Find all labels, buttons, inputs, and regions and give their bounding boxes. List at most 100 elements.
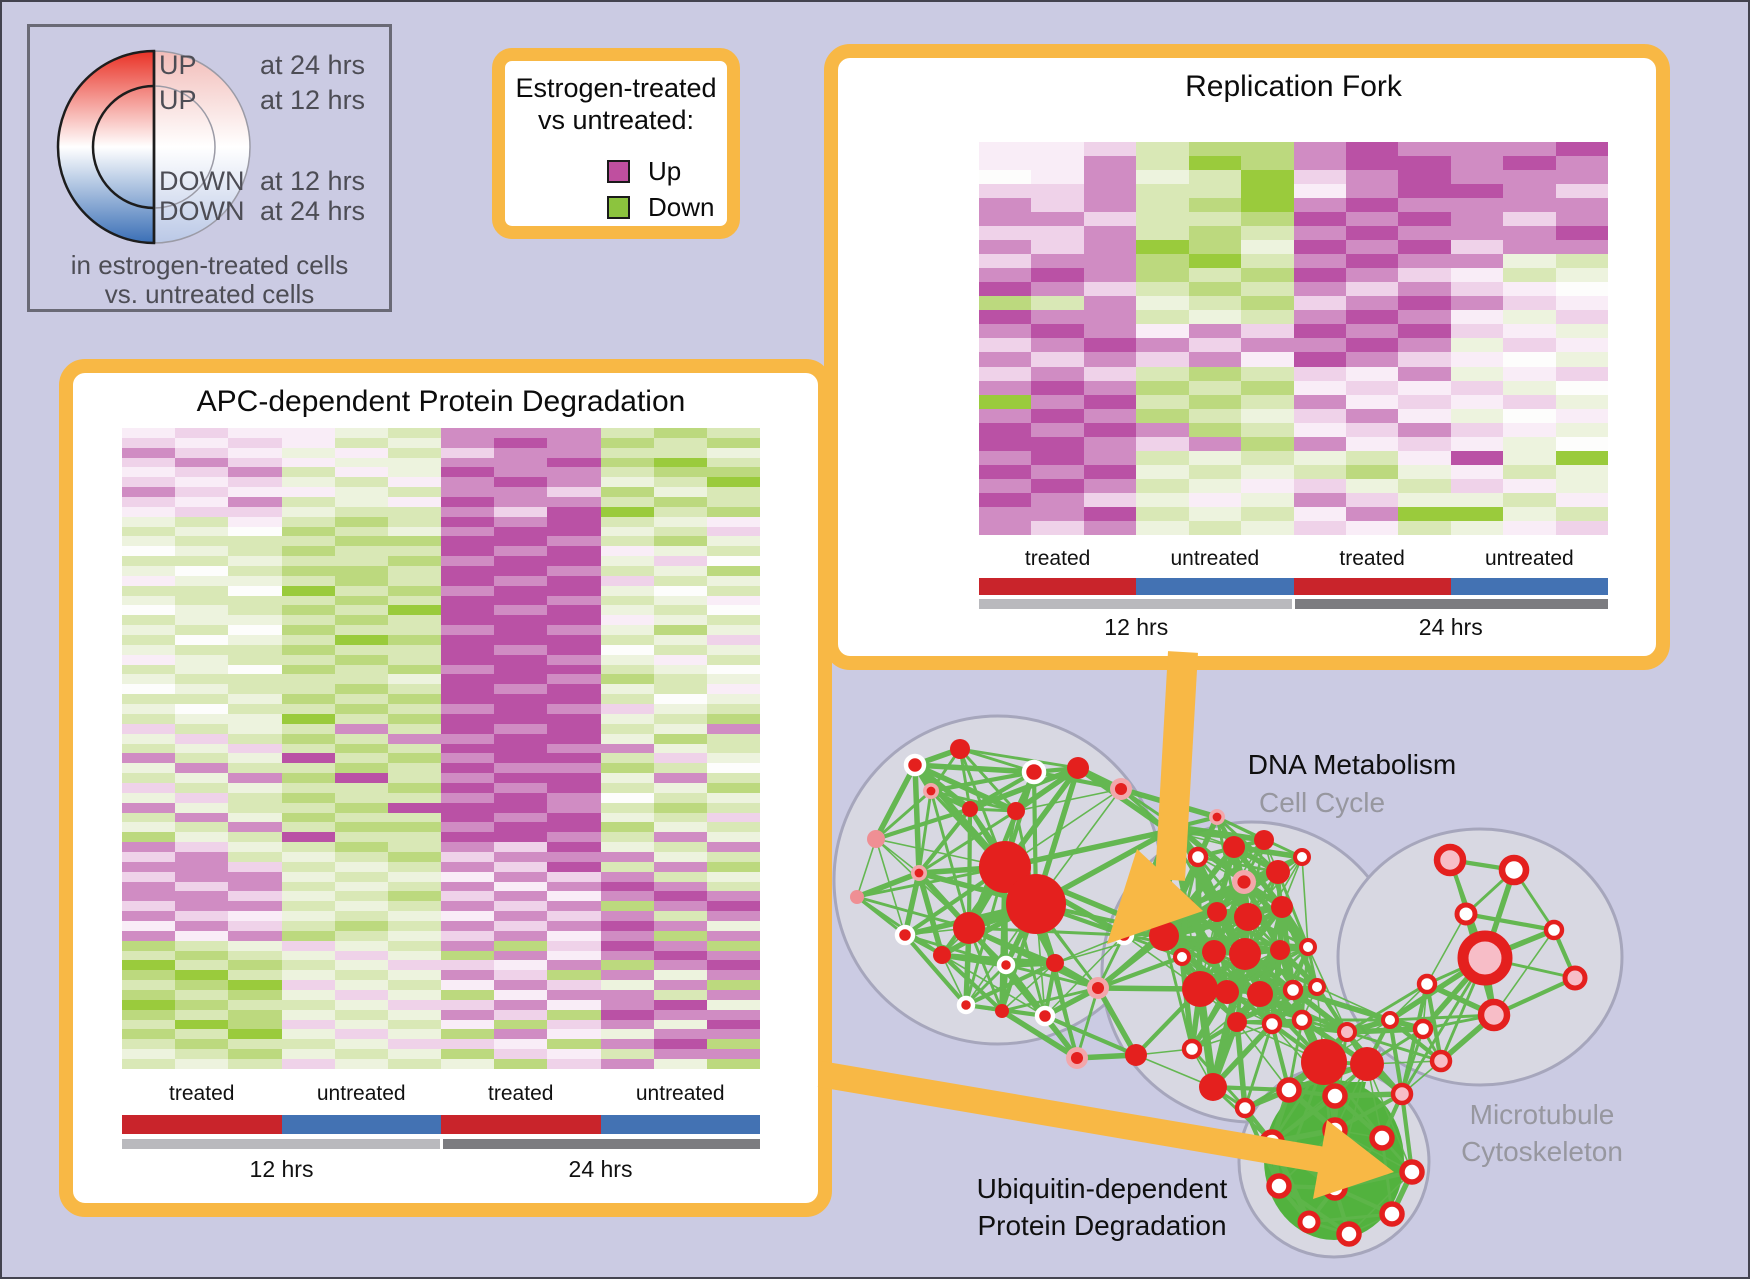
gene-node bbox=[1477, 998, 1511, 1032]
gene-node bbox=[1297, 1210, 1321, 1234]
gene-node bbox=[1399, 1159, 1425, 1185]
gene-node bbox=[1261, 1013, 1283, 1035]
treated-bar bbox=[1293, 578, 1451, 595]
legend-item-down: Down bbox=[607, 192, 714, 223]
gene-node bbox=[950, 739, 970, 759]
mt-label-line1: Microtubule bbox=[1470, 1099, 1615, 1130]
gene-node bbox=[1266, 1173, 1292, 1199]
untreated-bar bbox=[1136, 578, 1294, 595]
cc-label-line1: Cell Cycle bbox=[1259, 787, 1385, 818]
gene-node bbox=[1247, 981, 1273, 1007]
gene-node bbox=[1110, 778, 1132, 800]
treated-bar bbox=[441, 1115, 601, 1134]
gene-node bbox=[1433, 843, 1467, 877]
gene-node bbox=[1177, 898, 1195, 916]
gene-node bbox=[1454, 902, 1478, 926]
gene-node bbox=[1227, 1012, 1247, 1032]
group-label-treated-0: treated bbox=[169, 1082, 235, 1105]
gene-node bbox=[1181, 1038, 1203, 1060]
group-label-untreated-3: untreated bbox=[1485, 547, 1574, 570]
untreated-bar bbox=[1450, 578, 1608, 595]
rf-group-labels: treated untreated treated untreated bbox=[979, 547, 1608, 573]
gene-node bbox=[1270, 940, 1290, 960]
mt-label-line2: Cytoskeleton bbox=[1461, 1136, 1623, 1167]
gene-node bbox=[1390, 1082, 1414, 1106]
ubiquitin-edge-blob bbox=[1264, 1080, 1404, 1240]
gene-node bbox=[1416, 973, 1438, 995]
bar-24hrs bbox=[1295, 599, 1608, 609]
gene-node bbox=[995, 1004, 1009, 1018]
gene-node bbox=[933, 946, 951, 964]
rf-to-dna-arrowhead bbox=[1107, 849, 1203, 944]
apc-to-ubi-arrow-shaft bbox=[817, 1061, 1327, 1173]
rf-time-bars bbox=[979, 599, 1608, 609]
apc-heatmap bbox=[122, 428, 761, 1069]
cluster-labels: DNA Metabolism Cell Cycle Microtubule Cytos… bbox=[977, 749, 1623, 1241]
gene-node bbox=[911, 865, 927, 881]
legend-item-up: Up bbox=[607, 156, 681, 187]
gene-node bbox=[1337, 1022, 1357, 1042]
gene-node bbox=[1322, 1175, 1348, 1201]
group-label-treated-2: treated bbox=[488, 1082, 554, 1105]
gene-node bbox=[1336, 1221, 1362, 1247]
gene-node bbox=[1114, 782, 1128, 796]
apc-panel: APC-dependent Protein Degradation treate… bbox=[59, 359, 832, 1217]
gene-node bbox=[1034, 1005, 1056, 1027]
gene-node bbox=[1007, 802, 1025, 820]
replication-fork-panel: Replication Fork treated untreated treated… bbox=[824, 44, 1670, 670]
treated-bar bbox=[979, 578, 1137, 595]
gene-node bbox=[956, 995, 976, 1015]
gene-node bbox=[979, 841, 1031, 893]
bar-24hrs bbox=[442, 1139, 760, 1149]
dna-label-line1: DNA Metabolism bbox=[1248, 749, 1457, 780]
apc-to-ubi-arrowhead bbox=[1313, 1120, 1394, 1199]
gene-node bbox=[996, 955, 1016, 975]
up-24-time: at 24 hrs bbox=[260, 50, 366, 80]
rf-condition-bars bbox=[979, 578, 1608, 595]
up-24-dir: UP bbox=[159, 50, 197, 80]
rf-title: Replication Fork bbox=[1185, 70, 1402, 103]
gene-node bbox=[1234, 903, 1262, 931]
down-24-time: at 24 hrs bbox=[260, 196, 366, 226]
apc-group-labels: treated untreated treated untreated bbox=[122, 1082, 760, 1110]
group-label-untreated-1: untreated bbox=[316, 1082, 406, 1105]
up-swatch bbox=[607, 160, 630, 183]
estrogen-legend-title-2: vs untreated: bbox=[537, 105, 695, 135]
gene-node bbox=[1276, 1077, 1302, 1103]
cluster-dna bbox=[832, 714, 1164, 1046]
gene-node bbox=[1087, 977, 1109, 999]
connector-arrows bbox=[817, 651, 1394, 1199]
apc-condition-bars bbox=[122, 1115, 760, 1134]
gene-node bbox=[1498, 854, 1530, 886]
ring-legend-footer-2: vs. untreated cells bbox=[104, 279, 315, 309]
gene-node bbox=[1350, 1047, 1384, 1081]
gene-node bbox=[1207, 902, 1227, 922]
ubi-label-line1: Ubiquitin-dependent bbox=[977, 1173, 1228, 1204]
gene-node bbox=[1202, 940, 1226, 964]
apc-time-labels: 12 hrs 24 hrs bbox=[122, 1156, 760, 1186]
down-12-dir: DOWN bbox=[159, 166, 245, 196]
gene-node bbox=[1543, 919, 1565, 941]
time-label-12hrs: 12 hrs bbox=[249, 1156, 314, 1182]
time-label-24hrs: 24 hrs bbox=[1418, 614, 1483, 640]
time-label-12hrs: 12 hrs bbox=[1104, 614, 1169, 640]
gene-node bbox=[1259, 1129, 1285, 1155]
gene-node bbox=[1168, 818, 1186, 836]
ring-legend-box: UP at 24 hrs UP at 12 hrs DOWN at 12 hrs… bbox=[27, 24, 392, 312]
estrogen-legend-box: Estrogen-treated vs untreated: Up Down bbox=[492, 48, 740, 239]
ring-legend-footer-1: in estrogen-treated cells bbox=[70, 250, 349, 280]
gene-node bbox=[1381, 1011, 1399, 1029]
group-label-untreated-3: untreated bbox=[635, 1082, 725, 1105]
updown-rings-glyph bbox=[56, 49, 251, 245]
cluster-circles bbox=[832, 714, 1624, 1259]
gene-node bbox=[1291, 1009, 1313, 1031]
rf-time-labels: 12 hrs 24 hrs bbox=[979, 614, 1608, 644]
network-edges bbox=[854, 746, 1578, 1237]
gene-node bbox=[1322, 1117, 1348, 1143]
gene-node bbox=[867, 830, 885, 848]
gene-node bbox=[1271, 896, 1293, 918]
gene-node bbox=[1149, 921, 1179, 951]
gene-node bbox=[1379, 1201, 1405, 1227]
treated-bar bbox=[122, 1115, 282, 1134]
gene-node bbox=[1161, 823, 1177, 839]
